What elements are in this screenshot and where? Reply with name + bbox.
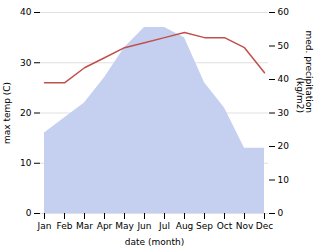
svg-text:10: 10 — [20, 158, 32, 168]
svg-text:10: 10 — [278, 175, 290, 185]
svg-text:med. precipitation(kg/m2): med. precipitation(kg/m2) — [295, 31, 314, 113]
svg-text:Dec: Dec — [256, 221, 273, 231]
svg-text:Mar: Mar — [76, 221, 93, 231]
svg-text:Jan: Jan — [37, 221, 52, 231]
svg-text:40: 40 — [278, 74, 290, 84]
svg-text:max temp (C): max temp (C) — [2, 82, 12, 144]
svg-text:0: 0 — [278, 208, 284, 218]
svg-text:20: 20 — [20, 108, 32, 118]
svg-text:Feb: Feb — [57, 221, 73, 231]
svg-text:Sep: Sep — [196, 221, 213, 231]
svg-text:60: 60 — [278, 7, 290, 17]
svg-text:May: May — [115, 221, 134, 231]
svg-text:Jun: Jun — [136, 221, 151, 231]
svg-text:Aug: Aug — [176, 221, 194, 231]
svg-text:30: 30 — [20, 58, 32, 68]
svg-text:Nov: Nov — [236, 221, 254, 231]
svg-text:Apr: Apr — [97, 221, 113, 231]
svg-text:Oct: Oct — [217, 221, 233, 231]
svg-text:0: 0 — [26, 208, 32, 218]
svg-text:40: 40 — [20, 7, 32, 17]
svg-text:date (month): date (month) — [125, 237, 184, 247]
svg-text:Jul: Jul — [158, 221, 170, 231]
svg-text:20: 20 — [278, 141, 290, 151]
svg-text:30: 30 — [278, 108, 290, 118]
svg-text:50: 50 — [278, 41, 290, 51]
